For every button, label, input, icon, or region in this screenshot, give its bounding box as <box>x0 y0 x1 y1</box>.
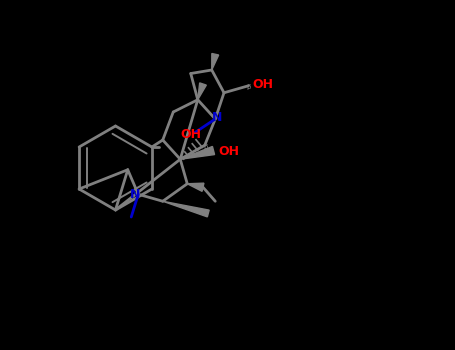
Text: β: β <box>203 144 207 150</box>
Text: N: N <box>212 111 222 124</box>
Text: OH: OH <box>218 145 239 158</box>
Polygon shape <box>163 201 209 217</box>
Polygon shape <box>180 146 215 159</box>
Text: OH: OH <box>180 128 201 141</box>
Polygon shape <box>198 83 206 100</box>
Polygon shape <box>212 54 219 70</box>
Text: N: N <box>130 188 140 201</box>
Text: O: O <box>152 132 160 141</box>
Text: OH: OH <box>252 77 273 91</box>
Text: β: β <box>247 84 251 90</box>
Polygon shape <box>187 183 204 191</box>
